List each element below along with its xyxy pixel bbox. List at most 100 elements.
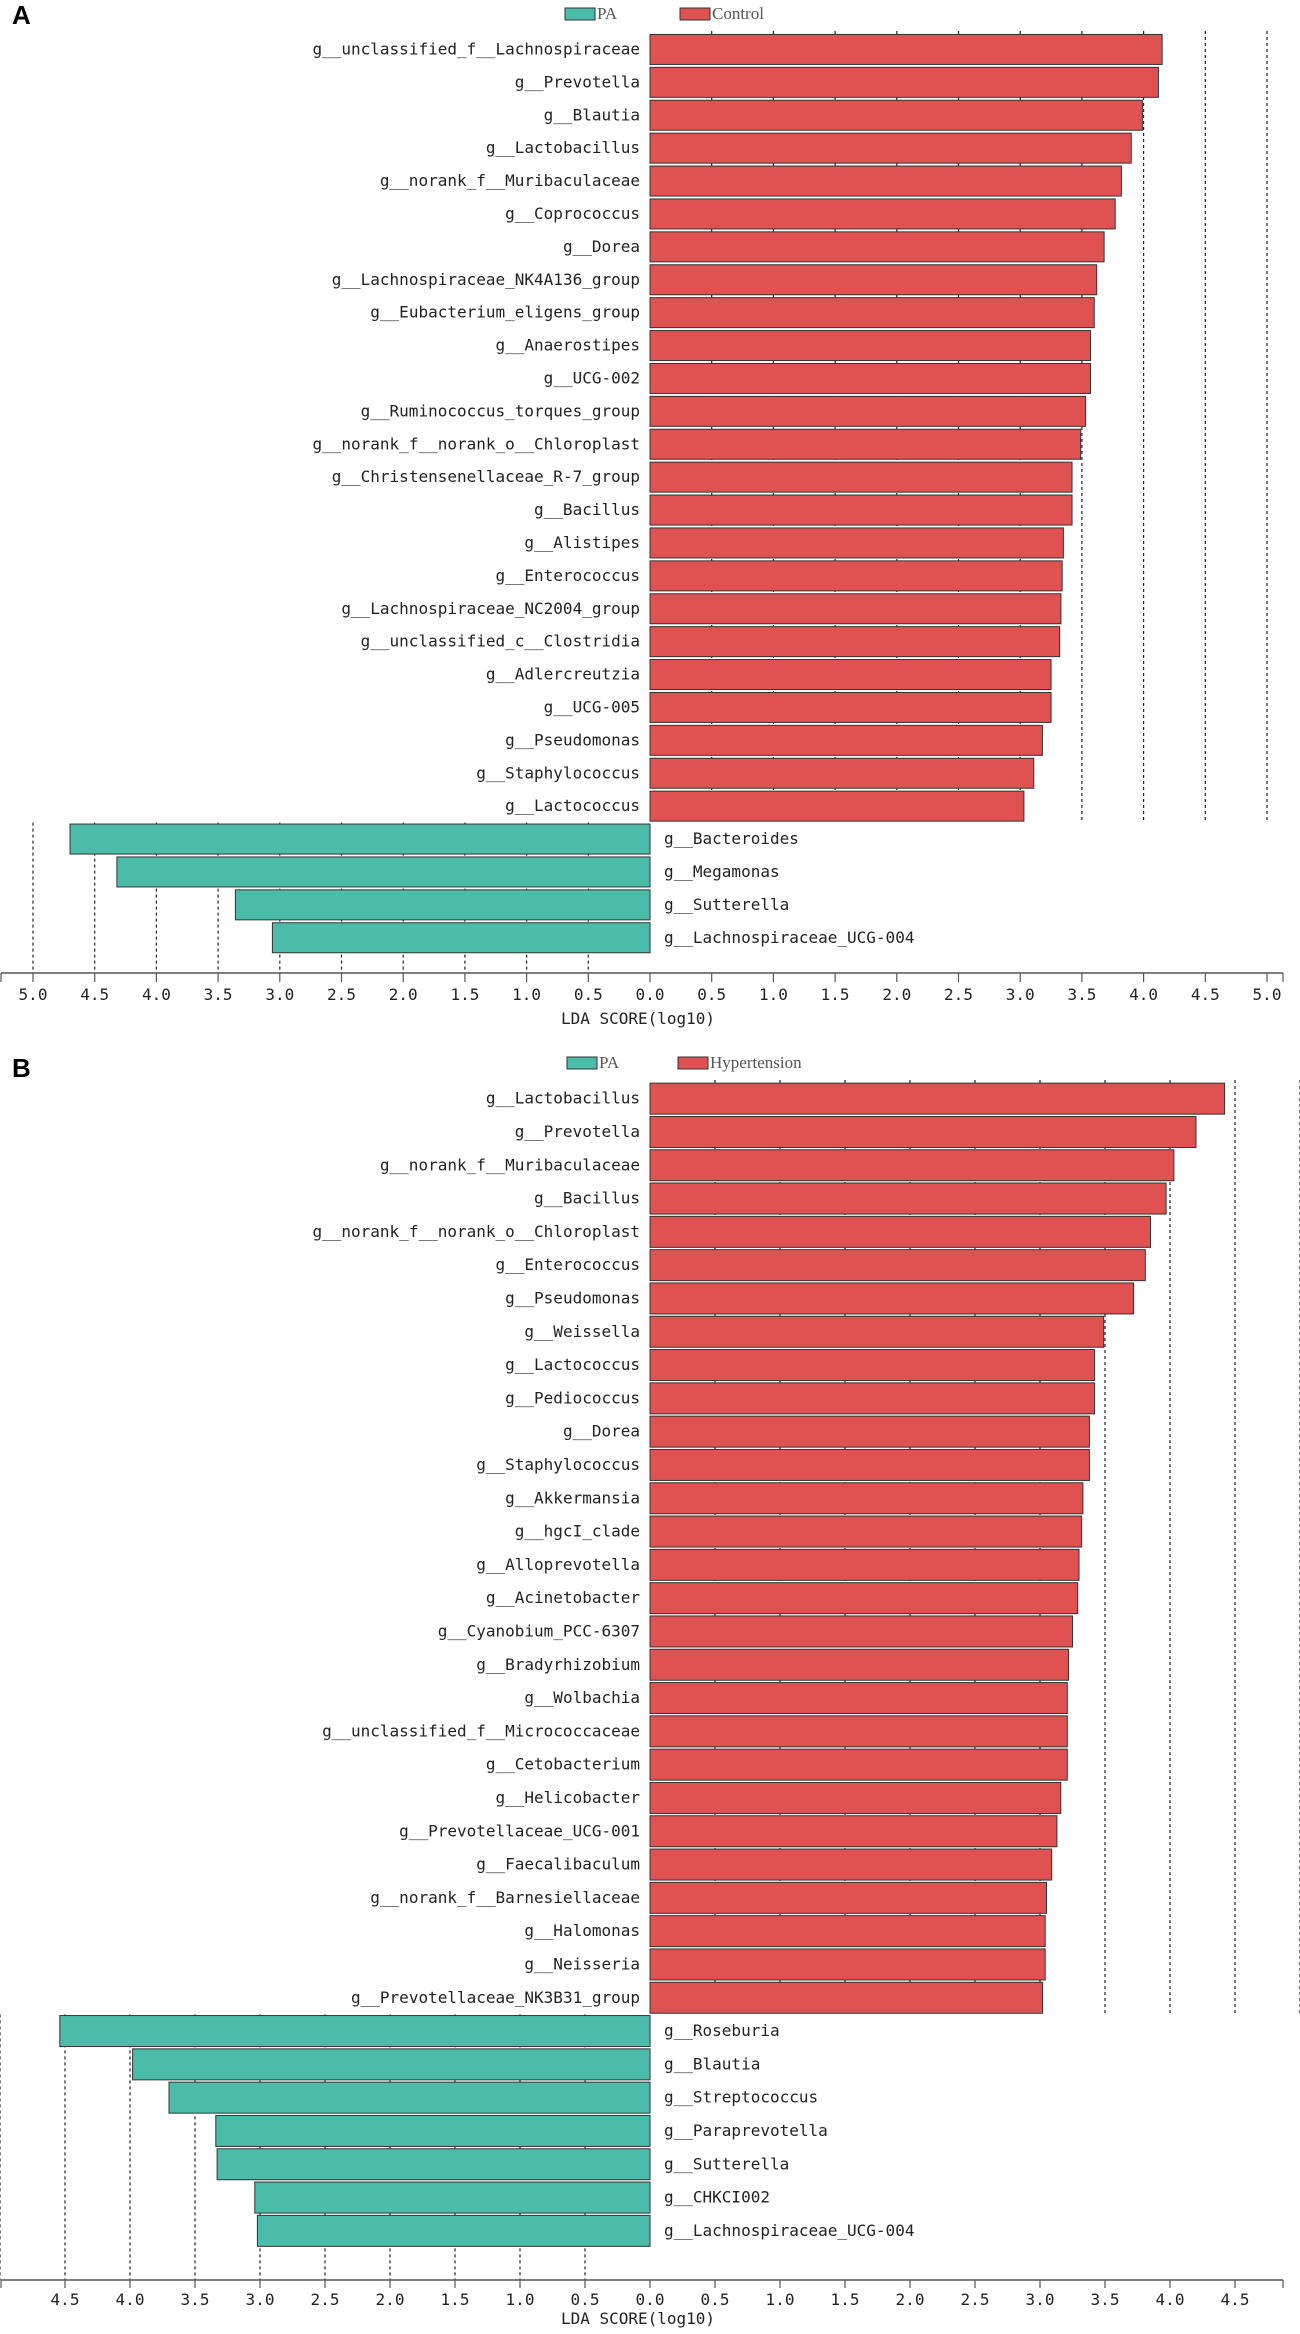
panel-A: A PA Control g__unclassified_f__Lachnospira…	[0, 0, 1284, 1028]
bar-control	[649, 33, 1163, 65]
tick-label: 4.5	[1191, 985, 1220, 1004]
tick-label: 1.5	[450, 985, 479, 1004]
bar-hypertension	[649, 1981, 1044, 2014]
tick-label: 4.0	[1156, 2290, 1185, 2309]
tick-label: 3.0	[265, 985, 294, 1004]
tick-label: 4.5	[1221, 2290, 1250, 2309]
tick-label: 1.0	[512, 985, 541, 1004]
category-label: g__Bradyrhizobium	[476, 1655, 640, 1674]
category-label: g__Cetobacterium	[486, 1755, 640, 1774]
legend-label: PA	[597, 4, 618, 23]
category-label: g__Bacillus	[534, 500, 640, 519]
bar-hypertension	[649, 1748, 1068, 1781]
bar-pa	[271, 922, 651, 954]
bar-hypertension	[649, 1781, 1062, 1814]
category-label: g__Pseudomonas	[505, 1288, 640, 1307]
category-label: g__Dorea	[563, 237, 640, 256]
bar-hypertension	[649, 1415, 1090, 1448]
bar-control	[649, 428, 1082, 460]
tick-label: 1.5	[831, 2290, 860, 2309]
category-label: g__Eubacterium_eligens_group	[370, 303, 640, 322]
x-axis-title: LDA SCORE(log10)	[561, 1009, 715, 1028]
category-label: g__Christensenellaceae_R-7_group	[332, 467, 640, 486]
tick-label: 2.0	[376, 2290, 405, 2309]
x-axis: 5.0 4.5 4.0 3.5 3.0 2.5 2.0 1.5 1.0 0.5 0.0 0.5 1.0 1…	[0, 972, 1284, 1028]
category-label: g__CHKCI002	[664, 2188, 770, 2207]
bar-hypertension	[649, 1215, 1151, 1248]
tick-label: 3.5	[1091, 2290, 1120, 2309]
x-axis: 4.5 4.0 3.5 3.0 2.5 2.0 1.5 1.0 0.5 0.0 0.5 1.0 1.5 2…	[0, 2279, 1284, 2328]
bar-control	[649, 560, 1063, 592]
tick-label: 2.5	[327, 985, 356, 1004]
category-label: g__Faecalibaculum	[476, 1855, 640, 1874]
category-label: g__Prevotellaceae_UCG-001	[399, 1821, 640, 1840]
tick-label: 0.5	[571, 2290, 600, 2309]
bar-hypertension	[649, 1515, 1083, 1548]
legend-swatch	[677, 1056, 709, 1070]
category-label: g__UCG-002	[544, 368, 640, 387]
bars: g__Lactobacillus g__Prevotella g__norank_f…	[59, 1082, 1226, 2247]
category-label: g__Alloprevotella	[476, 1555, 640, 1574]
bar-pa	[234, 889, 651, 921]
tick-label: 2.0	[389, 985, 418, 1004]
bar-pa	[59, 2015, 651, 2048]
tick-label: 2.5	[311, 2290, 340, 2309]
bar-control	[649, 724, 1043, 756]
bar-pa	[215, 2114, 651, 2147]
category-label: g__Ruminococcus_torques_group	[361, 401, 640, 420]
tick-label: 5.0	[1253, 985, 1282, 1004]
bar-control	[649, 527, 1064, 559]
category-label: g__Enterococcus	[496, 566, 641, 585]
bar-pa	[168, 2081, 651, 2114]
bar-pa	[256, 2214, 651, 2247]
category-label: g__Prevotella	[515, 1122, 640, 1141]
bar-control	[649, 330, 1092, 362]
tick-label: 4.0	[142, 985, 171, 1004]
bar-hypertension	[649, 1115, 1197, 1148]
category-label: g__Dorea	[563, 1422, 640, 1441]
tick-label: 3.5	[1067, 985, 1096, 1004]
legend-label: PA	[599, 1053, 620, 1072]
tick-label: 2.5	[944, 985, 973, 1004]
category-label: g__Adlercreutzia	[486, 665, 640, 684]
tick-label: 5.0	[19, 985, 48, 1004]
category-label: g__Alistipes	[524, 533, 640, 552]
bar-hypertension	[649, 1848, 1053, 1881]
category-label: g__unclassified_f__Lachnospiraceae	[312, 39, 640, 58]
bar-control	[649, 132, 1132, 164]
tick-label: 3.0	[1006, 985, 1035, 1004]
category-label: g__Lachnospiraceae_UCG-004	[664, 2221, 914, 2240]
bar-control	[649, 66, 1159, 98]
tick-label: 4.0	[116, 2290, 145, 2309]
category-label: g__hgcI_clade	[515, 1522, 640, 1541]
bar-hypertension	[649, 1948, 1046, 1981]
legend: PA Hypertension	[566, 1053, 802, 1072]
tick-label: 1.5	[441, 2290, 470, 2309]
category-label: g__Acinetobacter	[486, 1588, 640, 1607]
category-label: g__Lactobacillus	[486, 138, 640, 157]
bar-hypertension	[649, 1082, 1226, 1115]
category-label: g__Lactococcus	[505, 1355, 640, 1374]
category-label: g__norank_f__norank_o__Chloroplast	[312, 1222, 640, 1241]
tick-label: 4.5	[51, 2290, 80, 2309]
tick-label: 0.5	[697, 985, 726, 1004]
panel-letter: B	[12, 1053, 31, 1083]
tick-label: 3.5	[204, 985, 233, 1004]
bar-control	[649, 198, 1116, 230]
category-label: g__unclassified_f__Micrococcaceae	[322, 1721, 640, 1740]
bar-hypertension	[649, 1482, 1084, 1515]
bar-hypertension	[649, 1915, 1046, 1948]
bar-hypertension	[649, 1615, 1073, 1648]
category-label: g__Halomonas	[524, 1921, 640, 1940]
tick-label: 3.0	[246, 2290, 275, 2309]
category-label: g__Roseburia	[664, 2021, 780, 2040]
category-label: g__Prevotella	[515, 72, 640, 91]
bar-hypertension	[649, 1182, 1167, 1215]
bars: g__unclassified_f__Lachnospiraceae g__Pre…	[69, 33, 1163, 954]
tick-label: 2.0	[882, 985, 911, 1004]
category-label: g__Wolbachia	[524, 1688, 640, 1707]
category-label: g__UCG-005	[544, 697, 640, 716]
category-label: g__Lactococcus	[505, 796, 640, 815]
bar-control	[649, 231, 1105, 263]
bar-control	[649, 659, 1052, 691]
